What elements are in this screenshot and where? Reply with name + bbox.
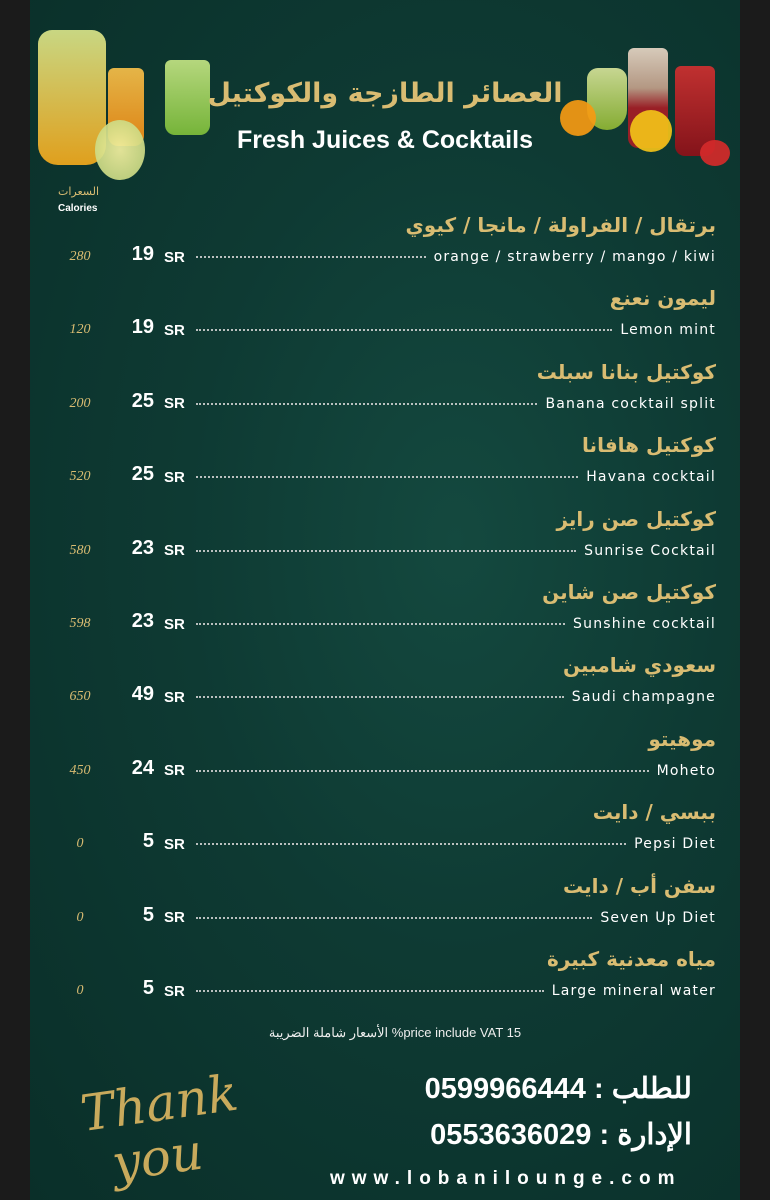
item-price: 23: [131, 536, 154, 559]
item-name-arabic: ببسي / دايت: [592, 800, 716, 825]
currency-label: SR: [164, 542, 185, 560]
currency-label: SR: [164, 395, 185, 413]
currency-label: SR: [164, 688, 185, 706]
menu-item: كوكتيل صن رايز 580 23 SR Sunrise Cocktai…: [30, 504, 740, 566]
green-juice-glass-image: [165, 60, 210, 135]
menu-item: سفن أب / دايت 0 5 SR Seven Up Diet: [30, 871, 740, 933]
dotted-leader: [196, 256, 426, 258]
menu-panel: [30, 0, 740, 1200]
item-name: Moheto: [656, 762, 716, 779]
item-calories: 280: [69, 249, 91, 264]
dotted-leader: [196, 329, 613, 332]
order-phone[interactable]: للطلب : 0599966444: [424, 1073, 692, 1105]
item-price: 49: [131, 683, 154, 706]
page-title: Fresh Juices & Cocktails: [237, 126, 533, 154]
item-calories: 200: [69, 395, 91, 411]
item-name-arabic: سفن أب / دايت: [562, 873, 716, 898]
item-price: 5: [142, 903, 154, 926]
dotted-leader: [196, 549, 577, 552]
item-name: Lemon mint: [620, 322, 716, 339]
dotted-leader: [196, 843, 627, 846]
item-name: Sunrise Cocktail: [584, 542, 716, 559]
item-calories: 0: [76, 983, 84, 998]
item-name: Havana cocktail: [586, 469, 716, 486]
item-name-arabic: كوكتيل هافانا: [582, 433, 716, 458]
currency-label: SR: [164, 468, 185, 486]
item-name: Pepsi Diet: [634, 836, 716, 853]
item-calories: 0: [76, 836, 84, 852]
admin-phone[interactable]: الإدارة : 0553636029: [430, 1119, 692, 1151]
menu-item: سعودي شامبين 650 49 SR Saudi champagne: [30, 650, 740, 712]
dotted-leader: [196, 476, 579, 479]
item-name-arabic: سعودي شامبين: [563, 653, 716, 678]
item-price: 19: [131, 243, 154, 265]
currency-label: SR: [164, 762, 185, 780]
item-price: 25: [131, 389, 154, 412]
currency-label: SR: [164, 321, 185, 339]
item-price: 24: [131, 756, 154, 779]
item-name-arabic: كوكتيل صن شاين: [542, 580, 716, 604]
item-price: 23: [131, 610, 154, 632]
currency-label: SR: [164, 615, 185, 633]
website-link[interactable]: www.lobanilounge.com: [330, 1168, 682, 1189]
menu-item: برتقال / الفراولة / مانجا / كيوي 280 19 …: [30, 210, 740, 272]
item-calories: 450: [69, 762, 91, 778]
item-price: 25: [131, 463, 154, 486]
item-calories: 650: [69, 689, 91, 705]
dotted-leader: [196, 769, 649, 772]
item-calories: 120: [69, 322, 91, 338]
currency-label: SR: [164, 909, 185, 927]
calories-header-arabic: السعرات: [58, 185, 100, 198]
menu-item: كوكتيل بنانا سبلت 200 25 SR Banana cockt…: [30, 357, 740, 419]
vat-note: الأسعار شاملة الضريبة %price include VAT…: [268, 1025, 522, 1040]
juice-pitcher-image: [38, 30, 106, 165]
item-name: Seven Up Diet: [600, 909, 716, 926]
menu-item: مياه معدنية كبيرة 0 5 SR Large mineral w…: [30, 944, 740, 1006]
item-name-arabic: كوكتيل صن رايز: [556, 506, 716, 531]
item-calories: 580: [69, 542, 91, 558]
item-name-arabic: برتقال / الفراولة / مانجا / كيوي: [405, 213, 716, 237]
currency-label: SR: [164, 982, 185, 1000]
item-name: orange / strawberry / mango / kiwi: [433, 249, 716, 265]
dotted-leader: [196, 990, 544, 992]
menu-item: كوكتيل صن شاين 598 23 SR Sunshine cockta…: [30, 577, 740, 639]
item-name-arabic: موهيتو: [648, 726, 716, 751]
item-name: Sunshine cocktail: [573, 616, 716, 632]
item-calories: 520: [69, 469, 91, 485]
dotted-leader: [196, 623, 566, 625]
orange-fruit-image: [560, 100, 596, 136]
item-price: 19: [131, 316, 154, 339]
item-name-arabic: مياه معدنية كبيرة: [546, 947, 716, 971]
item-calories: 0: [76, 909, 84, 925]
page-title-arabic: العصائر الطازجة والكوكتيل: [207, 78, 563, 109]
item-name-arabic: كوكتيل بنانا سبلت: [536, 359, 716, 384]
item-calories: 598: [69, 616, 91, 631]
item-name: Large mineral water: [551, 983, 716, 999]
item-name-arabic: ليمون نعنع: [609, 286, 716, 311]
currency-label: SR: [164, 835, 185, 853]
item-price: 5: [142, 830, 154, 853]
dotted-leader: [196, 916, 593, 919]
thank-you-logo: Thank you: [80, 1072, 242, 1192]
dotted-leader: [196, 402, 538, 405]
item-name: Saudi champagne: [571, 689, 716, 706]
menu-item: ليمون نعنع 120 19 SR Lemon mint: [30, 283, 740, 345]
mango-fruit-image: [630, 110, 672, 152]
calories-header: Calories: [58, 203, 98, 214]
currency-label: SR: [164, 248, 185, 266]
menu-item: ببسي / دايت 0 5 SR Pepsi Diet: [30, 797, 740, 859]
menu-item: موهيتو 450 24 SR Moheto: [30, 724, 740, 786]
item-price: 5: [142, 977, 154, 999]
lemonade-glass-image: [95, 120, 145, 180]
strawberry-fruit-image: [700, 140, 730, 166]
dotted-leader: [196, 696, 564, 699]
menu-item: كوكتيل هافانا 520 25 SR Havana cocktail: [30, 430, 740, 492]
item-name: Banana cocktail split: [545, 395, 716, 412]
